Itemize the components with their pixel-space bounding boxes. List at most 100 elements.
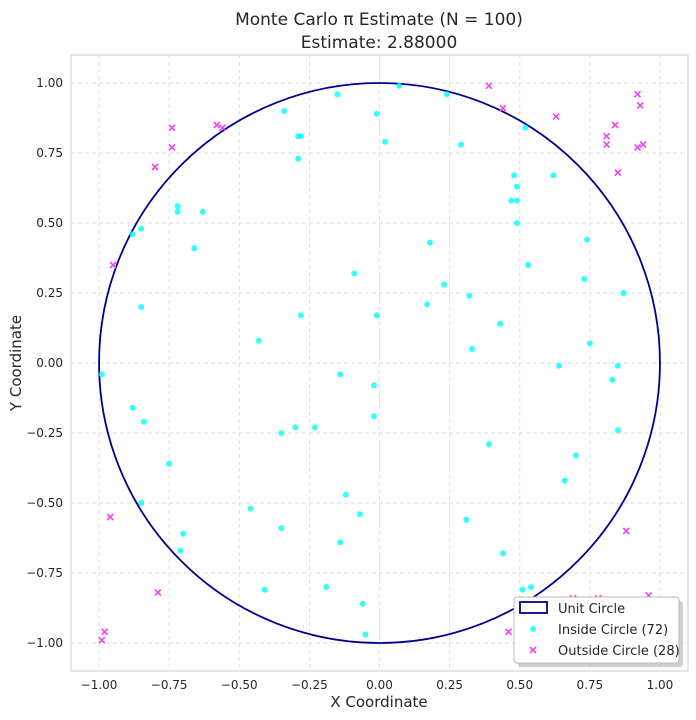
y-tick-label: −0.50	[26, 496, 63, 510]
legend-box	[513, 596, 680, 664]
inside-point	[138, 225, 145, 232]
points-layer	[98, 82, 653, 644]
inside-point	[174, 208, 181, 215]
inside-point	[513, 220, 520, 226]
y-axis-label: Y Coordinate	[7, 315, 25, 412]
inside-point	[295, 155, 302, 162]
y-tick-label: 0.75	[36, 146, 63, 160]
inside-point	[522, 124, 529, 131]
inside-point	[261, 586, 268, 593]
y-tick-label: 0.25	[36, 286, 63, 300]
y-tick-label: −0.75	[26, 566, 63, 580]
outside-point	[603, 141, 611, 149]
outside-point	[603, 132, 611, 140]
inside-point	[334, 91, 341, 98]
inside-point	[180, 530, 187, 537]
inside-point	[426, 239, 433, 246]
x-tick-label: −1.00	[81, 678, 118, 692]
outside-point	[168, 143, 176, 151]
legend-circle-label: Unit Circle	[558, 602, 625, 617]
y-tick-label: −1.00	[26, 636, 63, 650]
x-axis-label: X Coordinate	[330, 693, 427, 711]
outside-point	[639, 141, 647, 149]
inside-point	[373, 110, 380, 117]
legend-circle-swatch	[519, 601, 548, 614]
y-tick-label: 1.00	[36, 76, 63, 90]
x-tick-label: 0.00	[366, 678, 393, 692]
inside-point	[584, 236, 591, 243]
inside-point	[396, 82, 403, 89]
inside-point	[609, 376, 616, 383]
outside-point	[499, 104, 507, 112]
inside-point	[362, 631, 369, 638]
x-tick-label: 0.25	[436, 678, 463, 692]
inside-point	[527, 584, 534, 590]
inside-point	[443, 91, 450, 98]
inside-point	[166, 460, 173, 467]
inside-point	[550, 172, 557, 179]
inside-point	[463, 516, 470, 523]
y-tick-label: 0.00	[36, 356, 63, 370]
inside-point	[174, 203, 181, 210]
outside-point	[611, 121, 619, 129]
inside-point	[337, 371, 344, 378]
inside-point	[513, 197, 520, 204]
outside-point	[552, 113, 560, 121]
outside-point	[154, 589, 162, 597]
inside-point	[424, 301, 431, 308]
inside-point	[297, 312, 304, 319]
legend-inside-label: Inside Circle (72)	[558, 623, 668, 638]
inside-point	[513, 183, 520, 190]
inside-point	[255, 337, 262, 344]
inside-point	[572, 452, 579, 459]
inside-point	[614, 362, 621, 369]
legend-outside-marker	[529, 646, 537, 654]
x-tick-labels: −1.00 −0.75 −0.50 −0.25 0.00 0.25 0.50 0.75 1.00	[81, 678, 674, 692]
outside-point	[98, 636, 106, 644]
legend-outside-label: Outside Circle (28)	[558, 644, 680, 659]
inside-point	[292, 424, 299, 431]
x-tick-label: 0.50	[506, 678, 533, 692]
outside-point	[504, 628, 513, 636]
inside-point	[138, 304, 145, 310]
inside-point	[525, 262, 532, 268]
outside-point	[213, 121, 221, 129]
inside-point	[342, 491, 349, 498]
x-tick-label: 1.00	[647, 678, 674, 692]
y-tick-label: −0.25	[26, 426, 63, 440]
inside-point	[466, 292, 473, 299]
inside-point	[382, 138, 389, 145]
inside-point	[311, 424, 318, 431]
x-tick-label: −0.25	[291, 678, 328, 692]
outside-point	[636, 101, 644, 109]
inside-point	[129, 231, 136, 238]
legend: Unit Circle Inside Circle (72) Outside C…	[513, 596, 683, 667]
inside-point	[373, 312, 380, 319]
inside-point	[247, 505, 254, 512]
chart-subtitle: Estimate: 2.88000	[301, 33, 458, 53]
inside-point	[281, 108, 288, 114]
x-tick-label: 0.75	[576, 678, 603, 692]
inside-point	[441, 281, 448, 288]
inside-point	[581, 276, 588, 282]
unit-circle	[98, 82, 661, 644]
outside-point	[614, 169, 622, 177]
inside-point	[499, 550, 506, 557]
x-tick-label: −0.75	[151, 678, 188, 692]
outside-point	[109, 261, 117, 269]
outside-point	[168, 124, 176, 132]
x-tick-label: −0.50	[221, 678, 258, 692]
inside-point	[351, 270, 358, 277]
outside-point	[101, 628, 109, 636]
y-tick-labels: −1.00 −0.75 −0.50 −0.25 0.00 0.25 0.50 0.75 1.00	[26, 76, 63, 650]
inside-point	[586, 340, 593, 347]
outside-point	[106, 513, 114, 521]
inside-point	[457, 141, 464, 148]
outside-point	[622, 527, 630, 535]
inside-point	[519, 586, 526, 593]
inside-point	[370, 413, 377, 420]
inside-point	[323, 584, 330, 590]
inside-point	[356, 511, 363, 518]
legend-inside-marker	[530, 626, 536, 632]
